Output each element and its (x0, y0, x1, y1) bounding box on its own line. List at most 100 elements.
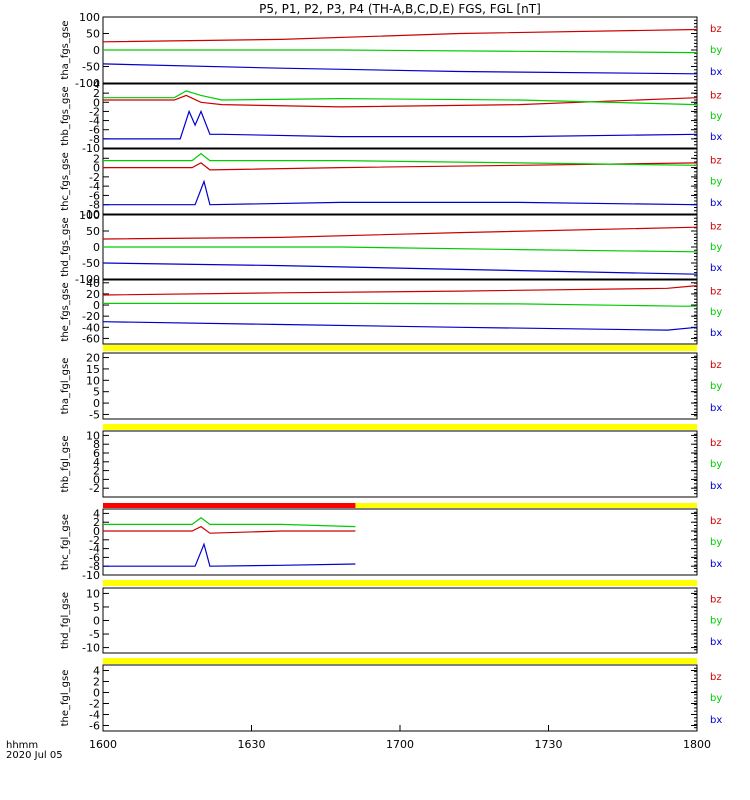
y-tick-label: -100 (75, 77, 100, 90)
y-tick-label: 0 (93, 162, 100, 175)
series-bx (102, 321, 698, 331)
x-tick-label: 1700 (386, 738, 414, 751)
legend-bx: bx (710, 637, 722, 648)
legend-bx: bx (710, 132, 722, 143)
legend-by: by (710, 45, 722, 56)
panel-frame (102, 664, 698, 732)
bar-fgl-c-red (103, 503, 356, 508)
legend-bz: bz (710, 438, 722, 449)
legend-bx: bx (710, 198, 722, 209)
series-by (103, 302, 697, 307)
legend-bx: bx (710, 263, 722, 274)
series-by (103, 517, 356, 528)
panel-thc_fgs_gse: 20-2-4-6-8-10 thc_fgs_gse bz by bx (60, 148, 722, 221)
legend-by: by (710, 381, 722, 392)
y-tick-label: -40 (82, 321, 100, 334)
panel-the_fgl_gse: 420-2-4-6 the_fgl_gse bz by bx (60, 664, 722, 733)
legend-by: by (710, 616, 722, 627)
x-tick-label: 1600 (89, 738, 117, 751)
x-label-line1: hhmm (6, 740, 38, 751)
bar-fgl-a (103, 345, 697, 351)
y-tick-label: 0 (93, 241, 100, 254)
y-tick-label: -4 (89, 115, 100, 128)
y-tick-label: 10 (86, 374, 100, 387)
legend-bz: bz (710, 91, 722, 102)
y-tick-label: -10 (82, 642, 100, 655)
legend-bx: bx (710, 328, 722, 339)
legend-bz: bz (710, 222, 722, 233)
legend-by: by (710, 459, 722, 470)
y-tick-label: 15 (86, 363, 100, 376)
y-tick-label: -8 (89, 133, 100, 146)
y-tick-label: -60 (82, 332, 100, 345)
legend-bz: bz (710, 672, 722, 683)
panel-label: thd_fgl_gse (60, 592, 71, 649)
legend-by: by (710, 242, 722, 253)
y-tick-label: 2 (93, 465, 100, 478)
y-tick-label: -20 (82, 310, 100, 323)
y-tick-label: 0 (93, 299, 100, 312)
y-tick-label: 4 (93, 78, 100, 91)
legend-bx: bx (710, 403, 722, 414)
legend-bz: bz (710, 287, 722, 298)
series-by (103, 152, 698, 166)
y-tick-label: -6 (89, 189, 100, 202)
legend-by: by (710, 111, 722, 122)
y-tick-label: 20 (86, 288, 100, 301)
series-bx (103, 109, 698, 140)
series-bz (102, 28, 698, 43)
panel-label: thc_fgs_gse (60, 152, 71, 211)
y-tick-label: -4 (89, 543, 100, 556)
y-tick-label: 40 (86, 277, 100, 290)
series-bz (102, 226, 698, 240)
legend-bx: bx (710, 715, 722, 726)
y-tick-label: 5 (93, 601, 100, 614)
legend-by: by (710, 693, 722, 704)
y-tick-label: -6 (89, 720, 100, 733)
y-tick-label: -10 (82, 208, 100, 221)
panel-frame (102, 430, 698, 498)
x-axis: 1600 1630 1700 1730 1800 (89, 725, 711, 751)
bar-fgl-b (103, 424, 697, 430)
y-tick-label: 50 (86, 28, 100, 41)
panel-frame (102, 352, 698, 420)
y-tick-label: 10 (86, 587, 100, 600)
panel-label: tha_fgl_gse (60, 358, 71, 415)
series-bz (103, 162, 698, 171)
series-bz (103, 94, 698, 108)
chart-title: P5, P1, P2, P3, P4 (TH-A,B,C,D,E) FGS, F… (259, 2, 541, 16)
y-tick-label: -2 (89, 698, 100, 711)
legend-bx: bx (710, 481, 722, 492)
y-tick-label: -10 (82, 569, 100, 582)
y-tick-label: 5 (93, 386, 100, 399)
legend-bz: bz (710, 516, 722, 527)
y-tick-label: 0 (93, 687, 100, 700)
legend-by: by (710, 537, 722, 548)
y-tick-label: -6 (89, 551, 100, 564)
y-tick-label: -10 (82, 142, 100, 155)
y-tick-label: 2 (93, 676, 100, 689)
y-tick-label: -2 (89, 534, 100, 547)
y-tick-label: -2 (89, 171, 100, 184)
bar-fgl-e (103, 658, 697, 664)
y-tick-label: 4 (93, 665, 100, 678)
y-tick-label: 0 (93, 615, 100, 628)
y-tick-label: 0 (93, 473, 100, 486)
panel-thc_fgl_gse: 420-2-4-6-8-10 thc_fgl_gse bz by bx (60, 507, 722, 582)
bar-fgl-c-yellow (355, 503, 697, 508)
legend-bz: bz (710, 156, 722, 167)
y-tick-label: -100 (75, 273, 100, 286)
series-bx (102, 63, 698, 75)
y-tick-label: 2 (93, 152, 100, 165)
panel-label: tha_fgs_gse (60, 20, 71, 79)
y-tick-label: 100 (79, 11, 100, 24)
legend-bx: bx (710, 67, 722, 78)
y-tick-label: 0 (93, 96, 100, 109)
panel-label: thb_fgl_gse (60, 436, 71, 493)
panel-frame (102, 83, 698, 149)
x-label-line2: 2020 Jul 05 (6, 750, 63, 761)
y-tick-label: 0 (93, 44, 100, 57)
